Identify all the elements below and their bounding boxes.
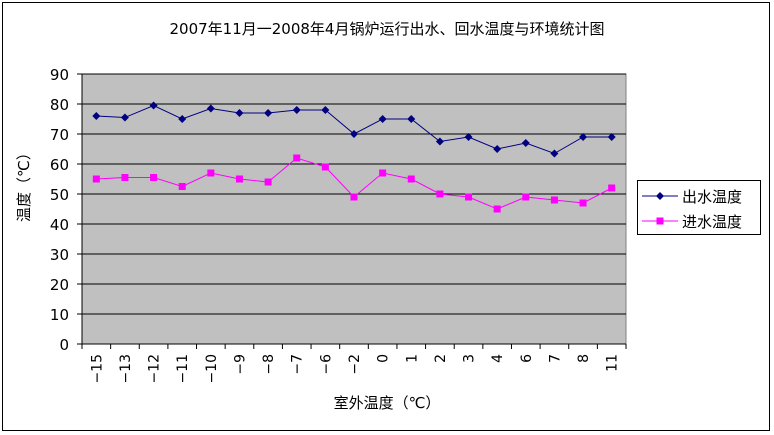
chart-title: 2007年11月一2008年4月锅炉运行出水、回水温度与环境统计图 [169, 20, 605, 38]
data-point-outlet [407, 115, 416, 123]
y-tick-label: 0 [59, 336, 69, 354]
data-point-outlet [350, 130, 358, 138]
data-point-inlet [379, 169, 387, 177]
data-point-inlet [579, 199, 587, 207]
data-point-inlet [321, 163, 329, 171]
legend-marker-outlet [642, 192, 678, 200]
data-point-outlet [264, 109, 273, 117]
data-point-inlet [522, 193, 530, 201]
data-point-inlet [150, 174, 158, 181]
data-point-outlet [92, 112, 101, 120]
y-tick-label: 90 [50, 66, 69, 84]
data-point-outlet [120, 113, 129, 122]
legend-marker-inlet [642, 217, 678, 225]
x-tick-label: −8 [261, 354, 277, 375]
data-point-outlet [206, 104, 215, 113]
data-point-inlet [465, 193, 473, 201]
x-tick-label: −2 [347, 354, 363, 375]
x-tick-label: 2 [433, 354, 449, 363]
x-tick-label: 1 [404, 354, 420, 363]
y-tick-label: 60 [50, 156, 69, 174]
x-tick-label: −7 [290, 354, 306, 375]
y-tick-label: 80 [50, 96, 69, 114]
x-tick-label: −6 [318, 354, 334, 375]
data-point-outlet [607, 133, 616, 141]
x-tick-label: 7 [547, 354, 563, 363]
x-tick-label: 3 [462, 354, 478, 363]
data-point-inlet [350, 193, 358, 201]
x-tick-label: −12 [147, 354, 163, 384]
data-point-outlet [579, 133, 588, 141]
data-point-outlet [149, 101, 158, 110]
x-tick-label: −9 [232, 354, 248, 375]
y-tick-label: 20 [50, 276, 69, 294]
y-tick-label: 50 [50, 186, 69, 204]
data-point-inlet [608, 184, 616, 192]
legend-label-inlet: 进水温度 [682, 212, 743, 231]
data-point-inlet [207, 169, 215, 177]
data-point-outlet [235, 109, 244, 117]
y-tick-label: 10 [50, 306, 69, 324]
data-point-inlet [121, 174, 129, 181]
data-point-inlet [264, 178, 272, 186]
legend-item-outlet: 出水温度 [642, 186, 742, 206]
x-tick-label: −11 [175, 354, 191, 384]
data-point-inlet [407, 175, 415, 183]
data-point-inlet [550, 196, 558, 204]
data-point-inlet [436, 190, 444, 198]
x-tick-label: 8 [576, 354, 592, 363]
data-point-outlet [321, 106, 330, 114]
legend: 出水温度 进水温度 [637, 180, 761, 235]
x-axis-label: 室外温度（℃） [333, 394, 441, 412]
x-tick-label: −13 [118, 354, 134, 384]
data-point-outlet [550, 149, 559, 158]
y-tick-label: 40 [50, 216, 69, 234]
data-point-outlet [521, 139, 530, 147]
data-point-inlet [235, 175, 243, 183]
data-point-inlet [178, 183, 186, 190]
data-point-outlet [378, 115, 387, 123]
data-point-outlet [435, 137, 444, 146]
data-point-outlet [464, 133, 473, 141]
legend-label-outlet: 出水温度 [682, 187, 743, 206]
x-tick-label: −15 [89, 354, 105, 384]
data-point-outlet [292, 106, 301, 114]
x-tick-label: −10 [204, 354, 220, 384]
data-point-outlet [493, 145, 502, 153]
x-tick-label: 0 [376, 354, 392, 363]
data-point-inlet [293, 154, 301, 162]
legend-item-inlet: 进水温度 [642, 211, 742, 231]
y-tick-label: 70 [50, 126, 69, 144]
y-tick-label: 30 [50, 246, 69, 264]
data-point-inlet [493, 205, 501, 213]
data-point-inlet [92, 175, 100, 183]
data-point-outlet [178, 115, 187, 123]
x-tick-label: 4 [490, 354, 506, 363]
plot-area [81, 73, 627, 345]
x-tick-label: 6 [519, 354, 535, 363]
x-tick-label: 11 [605, 354, 621, 372]
